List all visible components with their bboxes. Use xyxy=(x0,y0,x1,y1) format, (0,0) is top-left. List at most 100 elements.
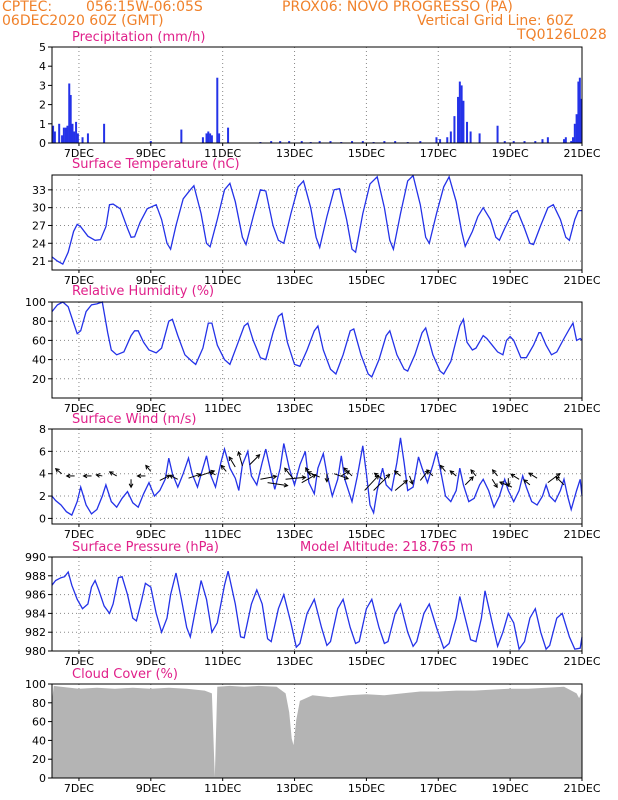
y-tick-label: 27 xyxy=(32,219,46,232)
precip-bar xyxy=(86,133,89,143)
precip-bar xyxy=(577,81,580,143)
x-tick-label: 15DEC xyxy=(348,528,385,541)
header-station: PROX06: NOVO PROGRESSO (PA) xyxy=(282,0,513,15)
wind-vector-head xyxy=(108,471,114,476)
wind-vector xyxy=(220,465,227,472)
x-tick-label: 17DEC xyxy=(420,528,457,541)
precip-bar xyxy=(64,127,67,143)
wind-vector-head xyxy=(439,464,445,470)
y-tick-label: 4 xyxy=(39,60,46,73)
panel-frame xyxy=(51,683,583,779)
wind-vector-head xyxy=(272,474,278,480)
panel-4: 0 2 4 6 8 7DEC 9DEC 11DEC 13DEC 15DEC 17DEC 19DEC 21… xyxy=(39,412,601,541)
wind-vector-head xyxy=(54,468,60,473)
wind-vector xyxy=(145,465,152,472)
wind-vector xyxy=(547,473,561,484)
x-tick-label: 7DEC xyxy=(64,402,94,415)
wind-vector-head xyxy=(145,464,150,470)
wind-vector xyxy=(470,469,477,477)
y-tick-label: 40 xyxy=(32,354,46,367)
header-date: 06DEC2020 60Z (GMT) xyxy=(2,13,164,29)
wind-vector-head xyxy=(505,482,511,488)
precip-bar xyxy=(435,137,438,143)
x-tick-label: 17DEC xyxy=(420,147,457,160)
x-tick-label: 9DEC xyxy=(136,782,166,795)
wind-vector xyxy=(492,469,498,477)
y-tick-label: 5 xyxy=(39,41,46,54)
precip-bar xyxy=(478,133,481,143)
wind-vector-head xyxy=(426,469,431,474)
wind-vector xyxy=(440,465,446,472)
precip-bar xyxy=(58,123,61,143)
x-tick-label: 11DEC xyxy=(204,782,241,795)
x-tick-label: 15DEC xyxy=(348,655,385,668)
header-run-code: TQ0126L028 xyxy=(517,27,607,43)
wind-vector xyxy=(555,476,565,486)
x-tick-label: 11DEC xyxy=(204,402,241,415)
precip-bar xyxy=(503,141,506,143)
y-tick-label: 2 xyxy=(39,99,46,112)
precip-bar xyxy=(227,127,230,143)
precip-bar xyxy=(419,141,422,143)
x-tick-label: 17DEC xyxy=(420,655,457,668)
x-tick-label: 7DEC xyxy=(64,655,94,668)
wind-vector-head xyxy=(136,473,142,479)
precip-bar xyxy=(578,77,581,143)
precip-bar xyxy=(149,141,152,143)
precip-bar xyxy=(512,141,515,143)
y-tick-label: 80 xyxy=(32,315,46,328)
panel-frame xyxy=(51,46,583,144)
wind-vector xyxy=(301,474,316,484)
precip-bar xyxy=(329,141,332,143)
wind-vector-head xyxy=(255,454,261,459)
precip-bar xyxy=(563,139,566,143)
precip-bar xyxy=(68,83,71,143)
wind-vector xyxy=(464,476,474,486)
wind-vector-head xyxy=(95,473,101,478)
y-tick-label: 1 xyxy=(39,118,46,131)
x-tick-label: 9DEC xyxy=(136,402,166,415)
wind-vector xyxy=(249,454,260,466)
wind-vector xyxy=(333,473,349,480)
precip-bar xyxy=(81,137,84,143)
y-tick-label: 20 xyxy=(32,373,46,386)
series-line xyxy=(51,437,583,517)
wind-vector xyxy=(169,474,178,480)
precip-bar xyxy=(270,141,273,143)
wind-vector xyxy=(374,472,383,480)
panel-title: Precipitation (mm/h) xyxy=(72,30,205,45)
series-line xyxy=(51,174,582,266)
x-tick-label: 19DEC xyxy=(492,528,529,541)
x-tick-label: 11DEC xyxy=(204,528,241,541)
panel-title: Surface Wind (m/s) xyxy=(72,412,196,427)
precip-bar xyxy=(209,133,212,143)
precip-bar xyxy=(575,114,578,143)
wind-vector xyxy=(343,467,353,477)
y-tick-label: 8 xyxy=(39,423,46,436)
wind-vector xyxy=(209,471,216,476)
y-tick-label: 980 xyxy=(25,645,46,658)
precip-bar xyxy=(69,95,72,143)
y-tick-label: 60 xyxy=(32,716,46,729)
y-tick-label: 33 xyxy=(32,184,46,197)
wind-vector-head xyxy=(523,479,528,484)
wind-vector xyxy=(267,482,288,487)
wind-vector-head xyxy=(343,467,349,472)
x-tick-label: 21DEC xyxy=(563,528,600,541)
x-tick-label: 21DEC xyxy=(563,402,600,415)
wind-vector-head xyxy=(470,469,475,474)
precip-bar xyxy=(466,121,469,143)
wind-vector xyxy=(364,475,379,491)
x-tick-label: 19DEC xyxy=(492,655,529,668)
wind-vector-head xyxy=(128,483,134,489)
precip-bar xyxy=(52,125,55,143)
x-tick-label: 17DEC xyxy=(420,274,457,287)
y-tick-label: 20 xyxy=(32,753,46,766)
precip-bar xyxy=(496,125,499,143)
wind-vector xyxy=(394,480,408,491)
precip-bar xyxy=(218,133,221,143)
y-tick-label: 30 xyxy=(32,202,46,215)
wind-vector xyxy=(510,473,520,480)
precip-bar xyxy=(216,77,219,143)
